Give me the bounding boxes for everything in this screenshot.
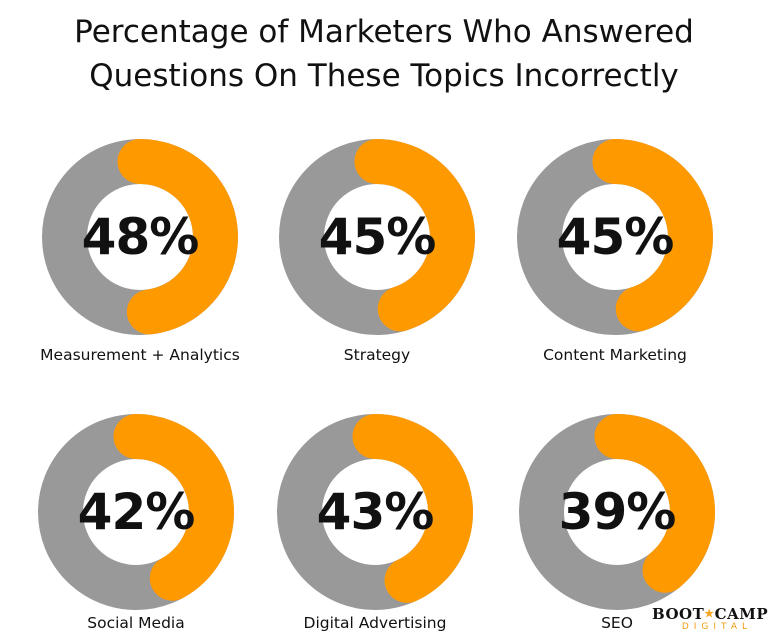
donut-category-label: Digital Advertising [303,614,447,632]
donut-value-arc [517,139,713,335]
donut-category-label: Measurement + Analytics [40,346,240,364]
chart-title-line-1: Percentage of Marketers Who Answered [74,14,694,50]
donut-category-label: Social Media [87,614,185,632]
donut-category-label: SEO [601,614,633,632]
donut-percent-label: 42% [77,483,196,541]
donut-value-arc [38,414,234,610]
chart-title-line-2: Questions On These Topics Incorrectly [89,58,679,94]
donut-value-arc [42,139,238,335]
donut-category-label: Strategy [343,346,411,364]
donut-percent-label: 45% [318,208,437,266]
donut-value-arc [279,139,475,335]
donut-category-label: Content Marketing [543,346,687,364]
donut-value-arc [277,414,473,610]
donut-chart: 42% [36,412,236,612]
chart-title: Percentage of Marketers Who Answered Que… [0,10,768,98]
donut-chart: 43% [275,412,475,612]
donut-chart: 45% [277,137,477,337]
donut-value-arc [519,414,715,610]
donut-chart: 45% [515,137,715,337]
donut-percent-label: 48% [81,208,200,266]
bootcamp-digital-logo: BOOT★CAMP DIGITAL [652,605,768,632]
donut-percent-label: 43% [316,483,435,541]
donut-chart: 48% [40,137,240,337]
donut-percent-label: 45% [556,208,675,266]
donut-percent-label: 39% [558,483,677,541]
donut-chart: 39% [517,412,717,612]
